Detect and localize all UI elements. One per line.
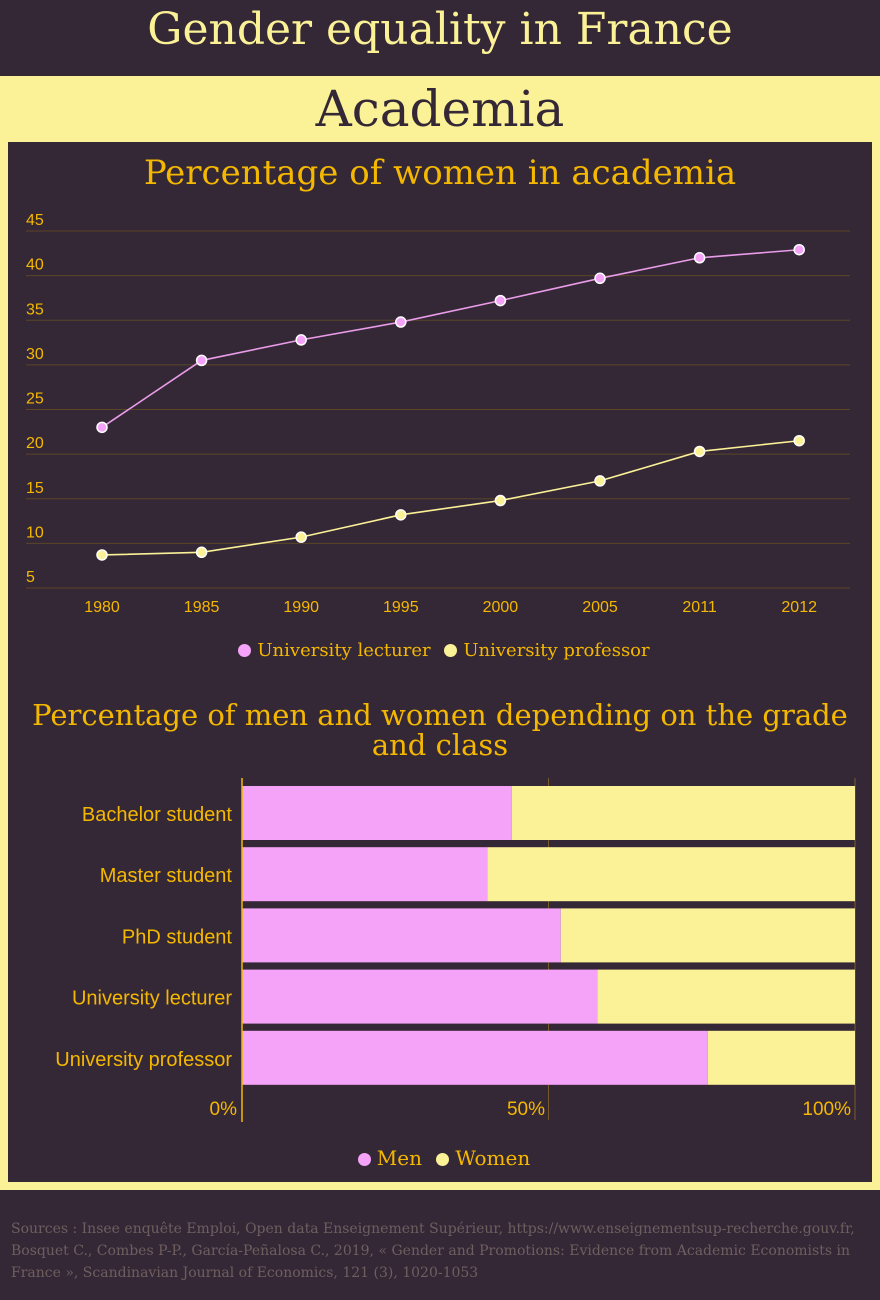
x-tick-label: 2000	[483, 599, 519, 616]
sources-text: Sources : Insee enquête Emploi, Open dat…	[11, 1221, 855, 1281]
bar-women	[707, 1030, 855, 1085]
bar-men	[242, 847, 488, 902]
legend-dot-women	[436, 1153, 450, 1166]
x-tick-label: 1980	[84, 599, 120, 616]
data-point	[195, 354, 208, 367]
data-point	[295, 334, 307, 346]
bar-chart-title: Percentage of men and women depending on…	[32, 698, 848, 762]
x-tick-label: 1995	[383, 599, 419, 616]
data-point	[693, 445, 706, 458]
data-point	[96, 549, 108, 561]
data-point	[494, 294, 507, 307]
x-tick-label: 0%	[210, 1099, 238, 1120]
data-point	[693, 252, 706, 264]
y-tick-label: 25	[26, 391, 44, 408]
bar-women	[511, 786, 855, 840]
category-label: Bachelor student	[82, 804, 233, 826]
data-point	[195, 546, 208, 559]
x-tick-label: 1990	[283, 599, 319, 616]
category-label: Master student	[100, 865, 233, 887]
y-tick-label: 20	[26, 435, 44, 452]
legend-dot-men	[357, 1153, 371, 1166]
legend-label-men: Men	[376, 1146, 422, 1170]
line-chart: 5 10 15 20 25 30 35 40 45 1980 1985 1990 1995 2000 200…	[26, 212, 850, 616]
y-tick-label: 40	[26, 257, 44, 274]
line-chart-title: Percentage of women in academia	[143, 153, 737, 193]
data-point	[295, 531, 307, 543]
bar-men	[242, 1030, 708, 1085]
category-label: PhD student	[122, 926, 233, 948]
bar-men	[242, 908, 561, 963]
section-title: Academia	[315, 80, 565, 138]
category-label: University lecturer	[72, 988, 232, 1010]
x-tick-label: 1985	[184, 599, 220, 616]
legend-dot-professor	[444, 644, 458, 657]
x-tick-label: 50%	[507, 1099, 545, 1120]
data-point	[594, 272, 606, 285]
x-tick-label: 2012	[781, 599, 817, 616]
data-point	[395, 316, 407, 328]
y-tick-label: 5	[26, 569, 35, 586]
bar-men	[242, 969, 598, 1024]
line-chart-legend: University lecturer University professor	[0, 640, 880, 661]
bar-women	[487, 847, 855, 902]
page-title: Gender equality in France	[147, 4, 733, 55]
x-tick-label: 100%	[802, 1099, 851, 1120]
bar-chart: Bachelor student Master student PhD studen…	[55, 778, 856, 1122]
bar-women	[560, 908, 855, 963]
y-tick-label: 45	[26, 212, 44, 229]
bar-women	[597, 969, 855, 1024]
y-tick-label: 30	[26, 346, 44, 363]
y-tick-label: 35	[26, 301, 44, 318]
data-point	[793, 434, 805, 447]
data-point	[594, 475, 606, 487]
data-point	[395, 509, 407, 521]
x-tick-label: 2005	[582, 599, 618, 616]
category-label: University professor	[55, 1049, 232, 1071]
legend-label-women: Women	[455, 1146, 531, 1170]
y-tick-label: 15	[26, 480, 44, 497]
series-line	[101, 248, 800, 429]
data-point	[793, 243, 805, 256]
data-point	[494, 494, 507, 507]
bar-chart-legend: Men Women	[0, 1146, 880, 1170]
y-tick-label: 10	[26, 524, 44, 541]
legend-label-professor: University professor	[463, 640, 650, 661]
data-point	[96, 421, 108, 434]
series-line	[101, 439, 800, 556]
bar-men	[242, 786, 512, 840]
legend-dot-lecturer	[238, 644, 252, 657]
x-tick-label: 2011	[682, 599, 717, 616]
legend-label-lecturer: University lecturer	[257, 640, 431, 661]
